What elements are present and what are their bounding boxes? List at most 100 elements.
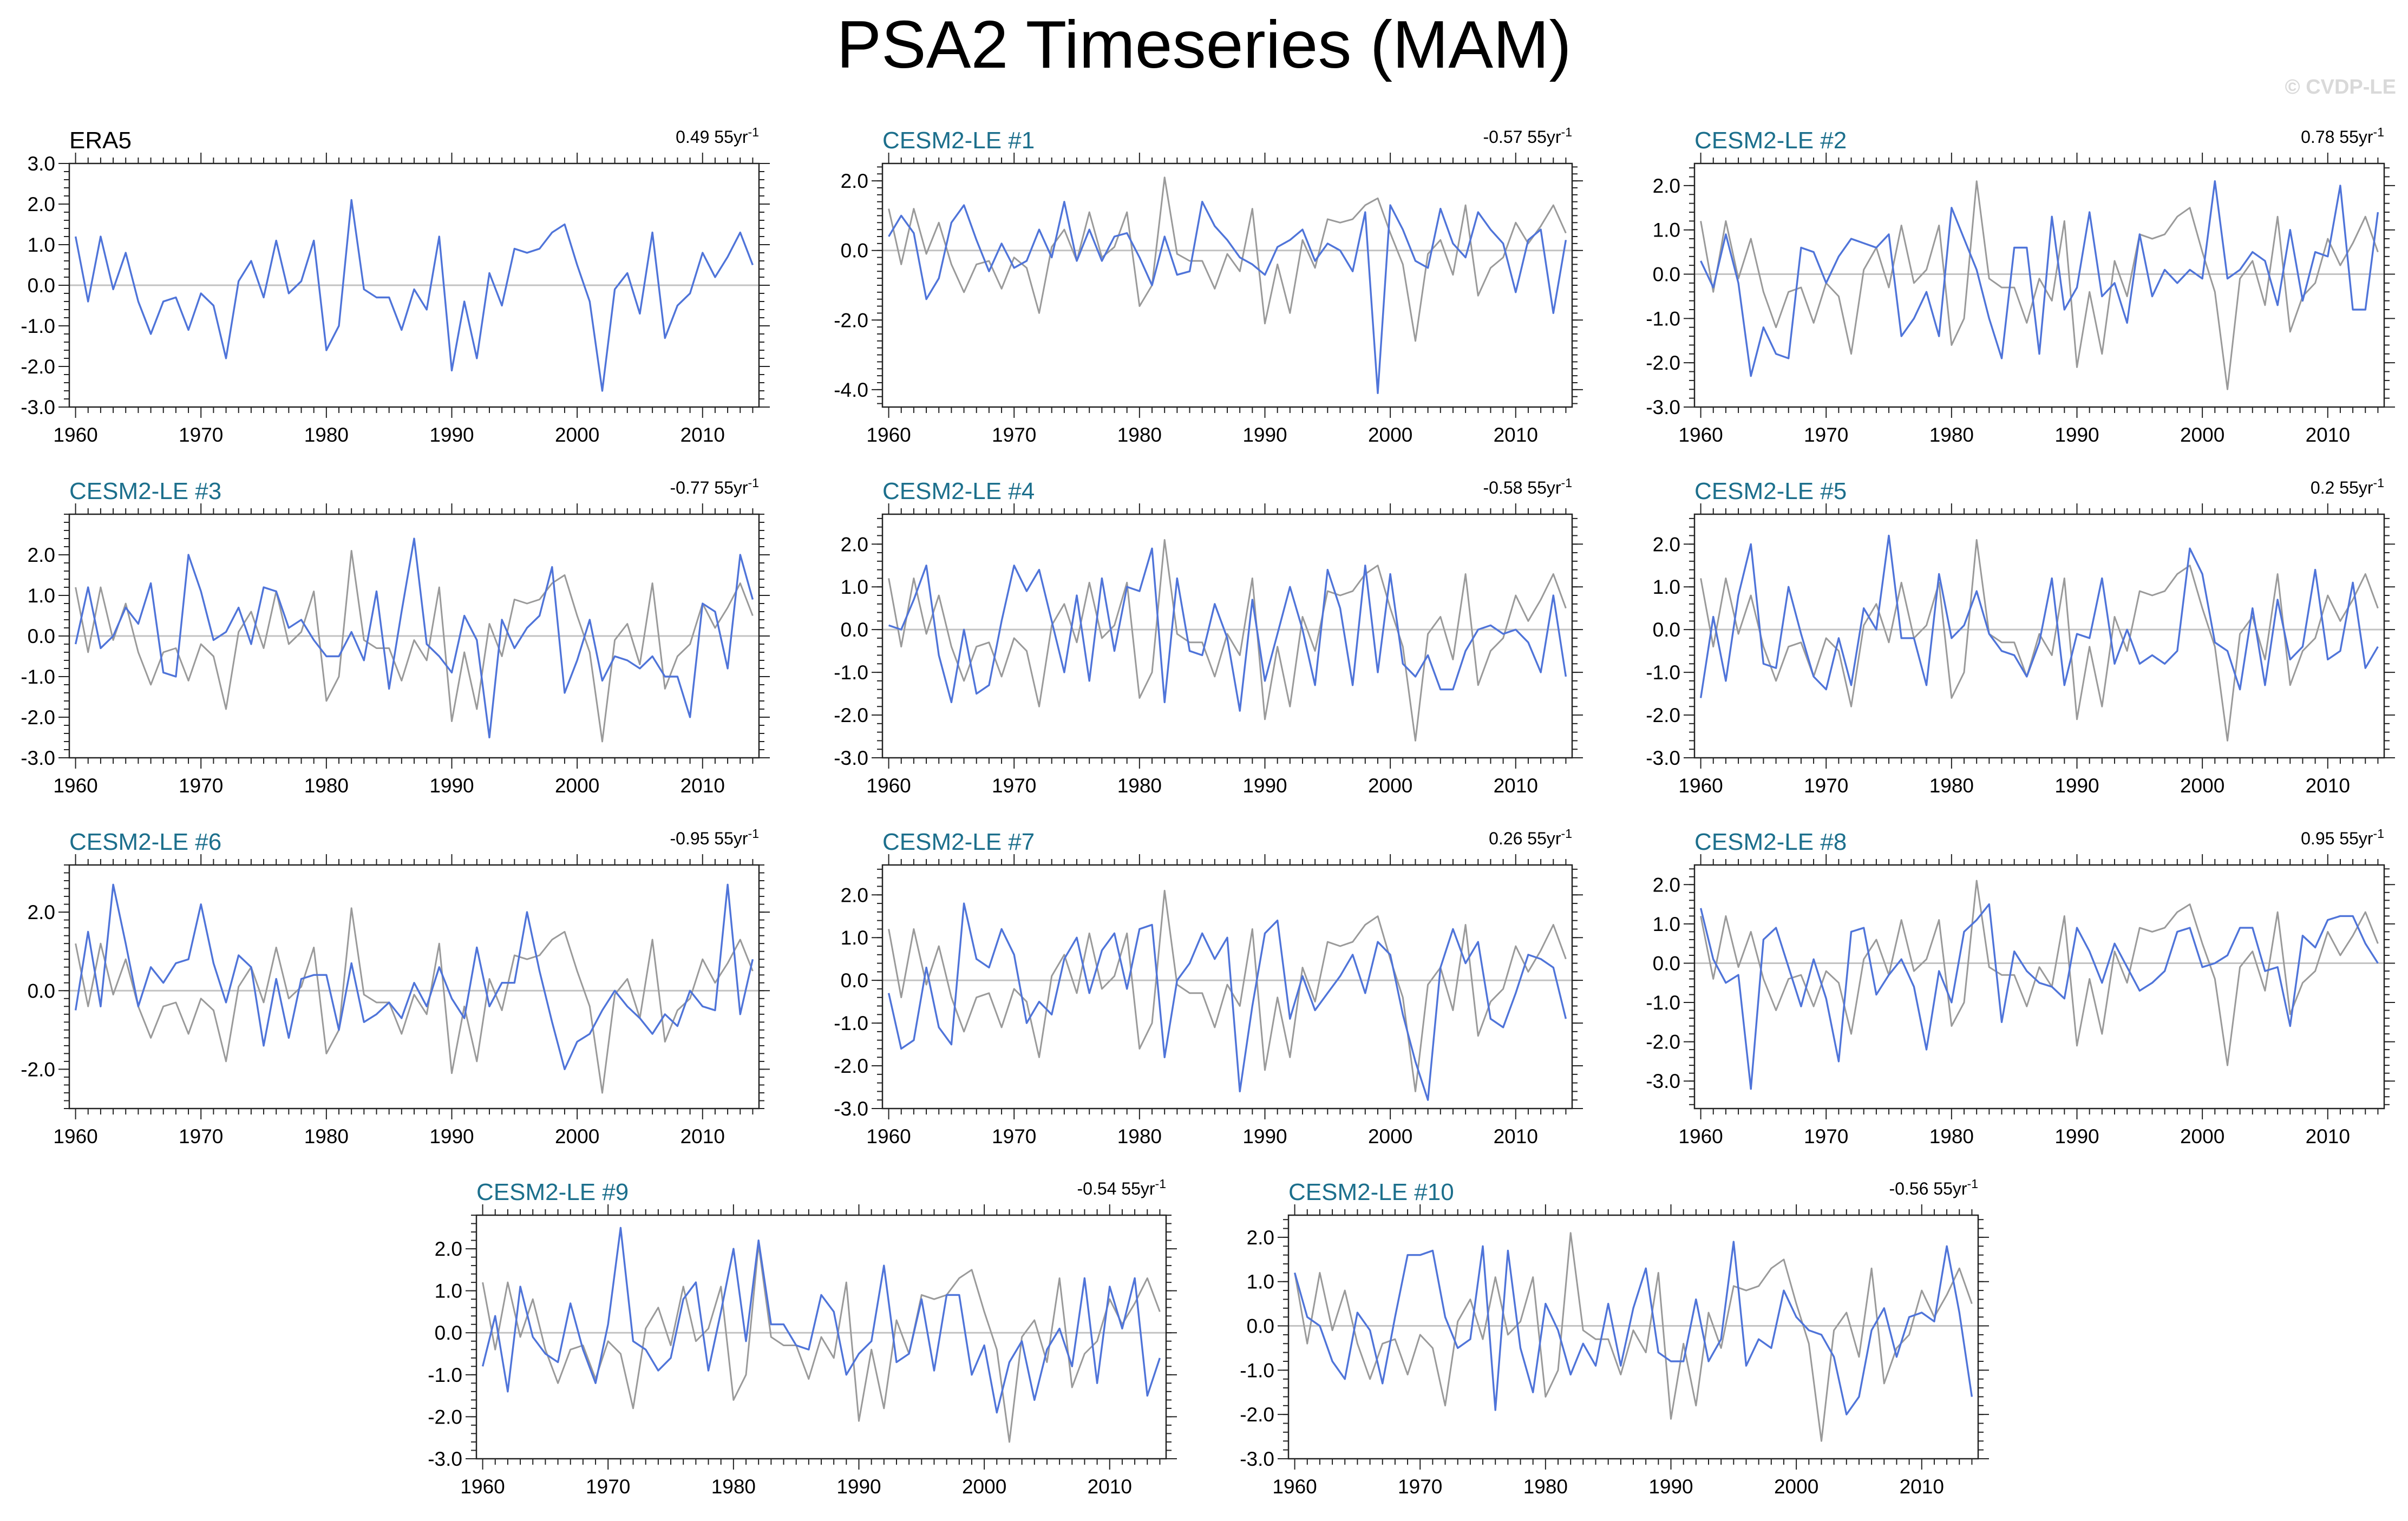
x-tick-label: 1990 [429,424,474,446]
plot-frame [68,162,760,408]
y-tick-label: 2.0 [841,884,868,906]
y-tick-label: 2.0 [1653,874,1680,896]
x-tick-label: 1990 [1242,424,1287,446]
panel-2: 1960 1970 1980 1990 2000 2010 -4.0 -2.0 0.0 2.0 CE… [834,125,1583,446]
x-tick-label: 1980 [1929,424,1974,446]
x-tick-label: 2010 [2306,424,2350,446]
y-tick-label: -2.0 [834,1055,868,1077]
x-tick-label: 1970 [179,775,223,797]
y-tick-label: -3.0 [21,747,55,769]
series-line-cesm2-le-6 [74,883,754,1071]
y-tick-label: -3.0 [1646,747,1680,769]
x-tick-label: 2000 [962,1476,1006,1498]
y-tick-label: -1.0 [21,315,55,337]
panel-title: CESM2-LE #9 [476,1179,629,1205]
trend-value: 0.26 55yr [1489,829,1561,848]
x-tick-label: 2000 [555,424,599,446]
y-tick-label: 0.0 [841,969,868,992]
x-tick-label: 1970 [992,775,1036,797]
series-line-cesm2-le-8 [1699,903,2379,1090]
y-tick-label: 1.0 [841,576,868,598]
y-tick-label: 2.0 [28,901,55,923]
x-tick-label: 1960 [866,424,911,446]
series-line-era5-reference [1700,180,2379,390]
panel-title: CESM2-LE #1 [882,127,1035,154]
y-tick-label: -1.0 [834,1012,868,1034]
y-tick-label: 2.0 [1653,175,1680,197]
x-tick-label: 1990 [836,1476,881,1498]
series-line-cesm2-le-7 [887,902,1567,1101]
panel-9: 1960 1970 1980 1990 2000 2010 -3.0 -2.0 -1.0 0.0 1… [1646,827,2395,1148]
series-line-era5 [74,199,754,392]
y-tick-label: -3.0 [1646,1070,1680,1092]
x-tick-label: 1990 [1242,775,1287,797]
panel-5: 1960 1970 1980 1990 2000 2010 -3.0 -2.0 -1.0 0.0 1… [834,476,1583,797]
series-line-era5-reference [75,907,754,1094]
trend-label: 0.78 55yr-1 [2301,125,2384,147]
x-tick-label: 2000 [555,1125,599,1148]
y-tick-label: -3.0 [1240,1448,1274,1470]
panel-title: CESM2-LE #3 [69,478,221,504]
y-tick-label: -4.0 [834,379,868,401]
x-tick-label: 1980 [304,1125,349,1148]
y-tick-label: 1.0 [841,927,868,949]
x-tick-label: 2000 [555,775,599,797]
watermark: © CVDP-LE [2285,76,2396,99]
plot-frame [1693,864,2385,1110]
plot-frame [1693,513,2385,759]
trend-value: 0.95 55yr [2301,829,2373,848]
x-tick-label: 1990 [2054,1125,2099,1148]
series-line-era5-reference [888,889,1567,1092]
x-tick-label: 1990 [429,1125,474,1148]
x-tick-label: 1980 [1117,775,1162,797]
y-tick-label: -1.0 [21,666,55,688]
series-line-cesm2-le-10 [1293,1241,1973,1415]
y-tick-label: -1.0 [1240,1359,1274,1381]
y-tick-label: 3.0 [28,153,55,175]
x-tick-label: 2010 [2306,1125,2350,1148]
panel-title: CESM2-LE #7 [882,829,1035,855]
y-tick-label: 1.0 [28,234,55,256]
x-tick-label: 2010 [2306,775,2350,797]
series-line-era5-reference [1700,880,2379,1066]
series-line-era5-reference [888,539,1567,742]
x-tick-label: 2000 [1774,1476,1818,1498]
y-tick-label: -2.0 [1646,1031,1680,1053]
y-tick-label: 0.0 [28,274,55,297]
plot-frame [1693,162,2385,408]
x-tick-label: 2010 [1494,424,1538,446]
series-line-era5-reference [1294,1232,1973,1442]
series-line-era5-reference [888,176,1567,342]
trend-exponent: -1 [1967,1177,1978,1191]
y-tick-label: -1.0 [1646,992,1680,1014]
trend-exponent: -1 [748,827,759,841]
panel-7: 1960 1970 1980 1990 2000 2010 -2.0 0.0 2.0 CESM2-… [21,827,770,1148]
x-tick-label: 2010 [680,1125,725,1148]
series-line-cesm2-le-1 [888,201,1567,394]
y-tick-label: 1.0 [28,585,55,607]
y-tick-label: 0.0 [1653,619,1680,641]
panel-title: CESM2-LE #10 [1288,1179,1454,1205]
panel-title: CESM2-LE #2 [1694,127,1847,154]
x-tick-label: 1990 [1648,1476,1693,1498]
x-tick-label: 1970 [179,1125,223,1148]
y-tick-label: -3.0 [1646,396,1680,418]
x-tick-label: 1980 [1117,424,1162,446]
y-tick-label: 2.0 [1653,533,1680,555]
y-tick-label: 0.0 [435,1322,462,1344]
trend-value: -0.95 55yr [670,829,748,848]
x-tick-label: 1970 [1804,775,1848,797]
panel-3: 1960 1970 1980 1990 2000 2010 -3.0 -2.0 -1.0 0.0 1… [1646,125,2395,446]
x-tick-label: 1980 [711,1476,756,1498]
x-tick-label: 2010 [1494,775,1538,797]
x-tick-label: 1980 [1523,1476,1568,1498]
x-tick-label: 2000 [2180,1125,2224,1148]
y-tick-label: 1.0 [1247,1271,1274,1293]
x-tick-label: 2010 [680,424,725,446]
trend-value: -0.54 55yr [1077,1179,1155,1198]
x-tick-label: 1990 [2054,775,2099,797]
trend-label: 0.2 55yr-1 [2311,476,2384,497]
y-tick-label: 2.0 [1247,1227,1274,1249]
panel-title: CESM2-LE #8 [1694,829,1847,855]
